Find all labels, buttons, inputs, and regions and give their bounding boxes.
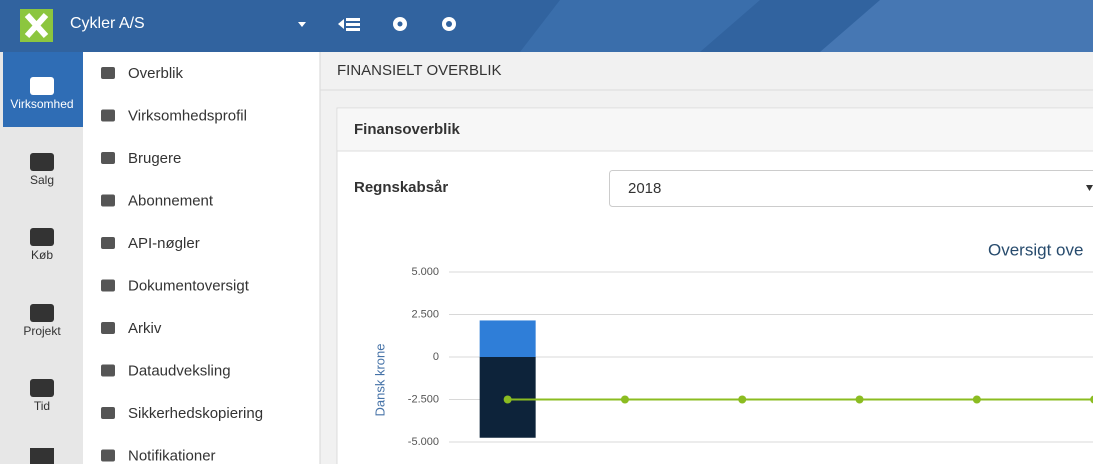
menu-panel [83,52,320,464]
nav-icon[interactable] [30,379,54,397]
select-caret [1086,185,1093,191]
nav-icon[interactable] [30,77,54,95]
nav-icon[interactable] [30,448,54,464]
menu-item[interactable]: Notifikationer [128,447,216,464]
nav-label[interactable]: Tid [34,399,50,413]
nav-icon[interactable] [30,153,54,171]
collapse-icon[interactable] [338,19,344,29]
chart-title: Oversigt ove [988,240,1083,259]
menu-icon[interactable] [101,67,115,79]
menu-item[interactable]: Sikkerhedskopiering [128,405,263,422]
menu-item[interactable]: API-nøgler [128,235,200,252]
y-axis-label: Dansk krone [372,344,387,417]
menu-item[interactable]: Overblik [128,65,184,82]
collapse-icon[interactable] [346,18,360,21]
y-tick-label: 2.500 [411,308,439,320]
help-icon-hole [446,21,452,27]
dropdown-caret[interactable] [298,22,306,27]
menu-icon[interactable] [101,237,115,249]
nav-label[interactable]: Projekt [23,324,61,338]
year-select[interactable] [609,170,1093,207]
menu-icon[interactable] [101,449,115,462]
decor [520,0,760,52]
y-tick-label: 0 [433,351,439,363]
nav-label[interactable]: Køb [31,248,53,262]
line-point [503,395,512,404]
field-label: Regnskabsår [354,179,448,196]
nav-icon[interactable] [30,304,54,322]
page-title: FINANSIELT OVERBLIK [337,62,502,79]
menu-item[interactable]: Abonnement [128,192,214,209]
menu-icon[interactable] [101,322,115,334]
menu-icon[interactable] [101,152,115,164]
line-point [855,395,864,404]
year-value[interactable]: 2018 [628,180,661,197]
y-tick-label: -5.000 [408,436,439,448]
y-tick-label: -2.500 [408,393,439,405]
menu-item[interactable]: Brugere [128,150,181,167]
line-point [1090,395,1093,404]
menu-item[interactable]: Virksomhedsprofil [128,107,247,124]
menu-icon[interactable] [101,279,115,292]
line-point [972,395,981,404]
nav-icon[interactable] [30,228,54,246]
line-point [620,395,629,404]
menu-item[interactable]: Arkiv [128,320,162,337]
menu-icon[interactable] [101,407,115,419]
menu-item[interactable]: Dokumentoversigt [128,277,250,294]
collapse-icon[interactable] [346,23,360,26]
decor [820,0,1093,52]
panel-header [338,109,1093,151]
line-point [738,395,747,404]
menu-icon[interactable] [101,109,115,122]
company-name[interactable]: Cykler A/S [70,15,145,32]
menu-item[interactable]: Dataudveksling [128,362,231,379]
nav-label[interactable]: Virksomhed [10,97,73,111]
settings-icon-hole [397,21,403,27]
logo-mark [24,12,49,39]
menu-icon[interactable] [101,364,115,377]
menu-icon[interactable] [101,194,115,207]
panel [336,107,1093,464]
panel-title: Finansoverblik [354,121,461,138]
nav-label[interactable]: Salg [30,173,54,187]
bar [479,320,536,357]
collapse-icon[interactable] [346,28,360,31]
y-tick-label: 5.000 [411,266,439,278]
